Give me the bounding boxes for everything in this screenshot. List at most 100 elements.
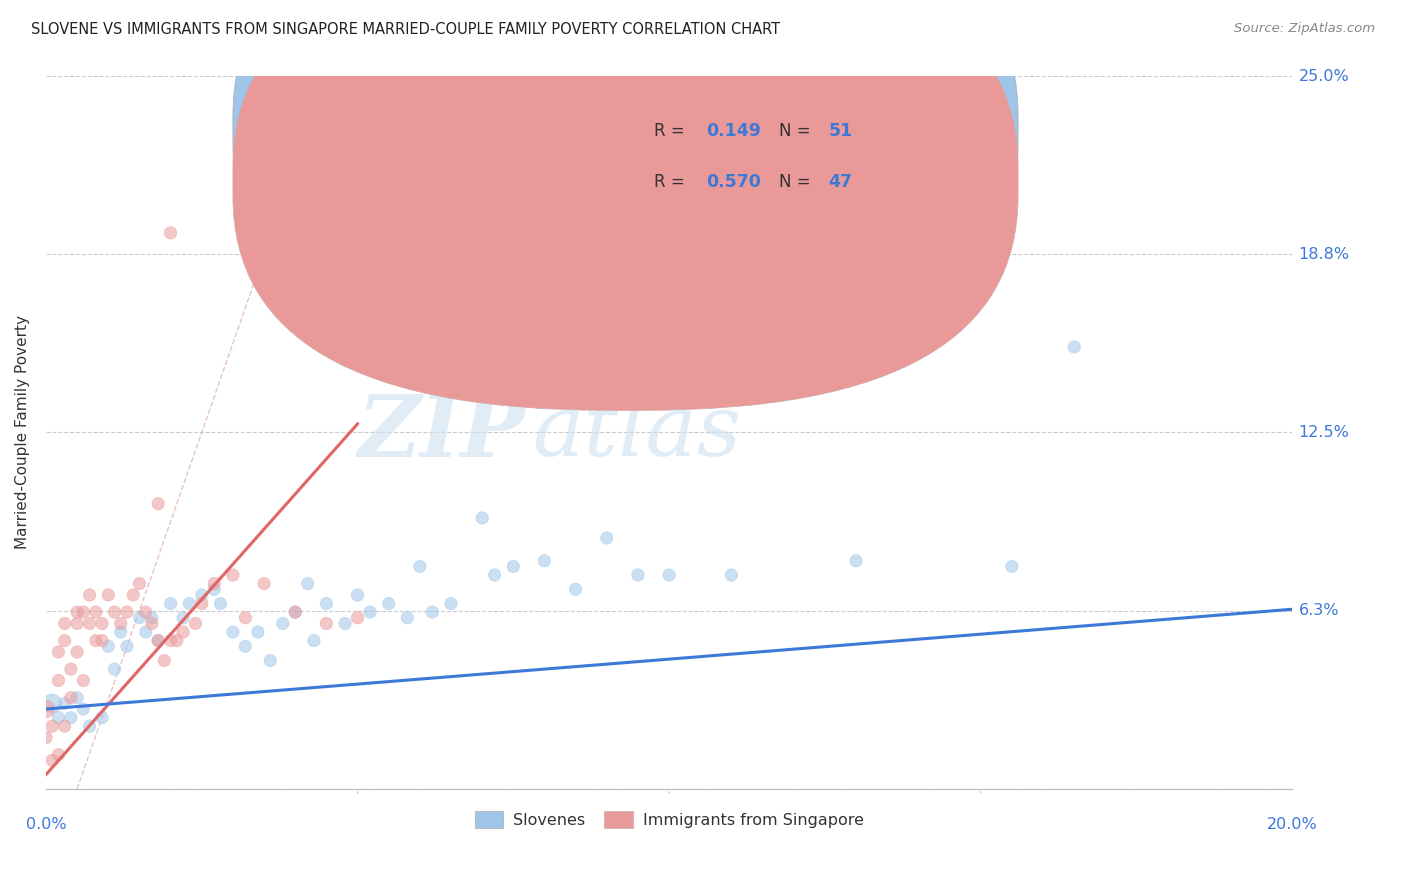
Point [346, 611, 368, 625]
Point [97, 588, 120, 602]
Point [79, 588, 101, 602]
Point [146, 497, 169, 511]
Text: 12.5%: 12.5% [1299, 425, 1350, 440]
Point [235, 611, 257, 625]
Point [103, 605, 125, 619]
Point [79, 719, 101, 733]
Point [253, 576, 276, 591]
Text: 18.8%: 18.8% [1299, 247, 1350, 261]
Point [420, 605, 443, 619]
Point [91, 710, 114, 724]
Point [41, 696, 63, 710]
Point [246, 625, 269, 640]
Text: 47: 47 [828, 173, 852, 191]
Point [564, 582, 586, 597]
Text: 25.0%: 25.0% [1299, 69, 1350, 84]
Point [209, 597, 232, 611]
Point [315, 616, 337, 631]
Point [533, 554, 555, 568]
Point [103, 662, 125, 676]
Point [135, 625, 157, 640]
Point [72, 702, 94, 716]
Point [41, 753, 63, 767]
Point [79, 616, 101, 631]
Point [297, 576, 319, 591]
Point [396, 611, 419, 625]
Point [627, 568, 650, 582]
Point [146, 633, 169, 648]
Point [271, 616, 294, 631]
Legend: Slovenes, Immigrants from Singapore: Slovenes, Immigrants from Singapore [468, 805, 870, 834]
Point [59, 662, 82, 676]
Point [48, 747, 70, 762]
Text: R =: R = [654, 173, 690, 191]
Point [190, 597, 212, 611]
Text: SLOVENE VS IMMIGRANTS FROM SINGAPORE MARRIED-COUPLE FAMILY POVERTY CORRELATION C: SLOVENE VS IMMIGRANTS FROM SINGAPORE MAR… [31, 22, 780, 37]
Point [153, 654, 176, 668]
FancyBboxPatch shape [233, 0, 1018, 359]
Point [97, 640, 120, 654]
Point [59, 710, 82, 724]
Point [284, 605, 307, 619]
Point [484, 568, 506, 582]
Point [471, 511, 494, 525]
Point [1001, 559, 1024, 574]
Point [202, 576, 225, 591]
Point [128, 611, 150, 625]
Point [53, 696, 76, 710]
Point [146, 633, 169, 648]
Point [179, 597, 201, 611]
Point [66, 605, 89, 619]
Point [115, 605, 138, 619]
Point [596, 531, 619, 545]
Point [141, 611, 163, 625]
Point [172, 625, 194, 640]
Point [141, 616, 163, 631]
Point [48, 673, 70, 688]
FancyBboxPatch shape [588, 90, 949, 201]
Point [359, 605, 381, 619]
Point [135, 605, 157, 619]
Text: 51: 51 [828, 122, 853, 140]
Text: 6.3%: 6.3% [1299, 603, 1339, 618]
Point [190, 588, 212, 602]
Point [91, 616, 114, 631]
Point [128, 576, 150, 591]
Point [115, 640, 138, 654]
Point [845, 554, 868, 568]
Point [66, 645, 89, 659]
Point [315, 597, 337, 611]
Point [166, 633, 188, 648]
FancyBboxPatch shape [233, 0, 1018, 410]
Point [1063, 340, 1085, 354]
Point [159, 226, 181, 240]
Text: Source: ZipAtlas.com: Source: ZipAtlas.com [1234, 22, 1375, 36]
Point [53, 616, 76, 631]
Point [91, 633, 114, 648]
Point [172, 611, 194, 625]
Point [222, 625, 245, 640]
Point [66, 616, 89, 631]
Point [84, 605, 107, 619]
Point [502, 559, 524, 574]
Point [346, 588, 368, 602]
Text: ZIP: ZIP [359, 391, 526, 475]
Point [84, 633, 107, 648]
Point [48, 710, 70, 724]
Text: atlas: atlas [531, 391, 741, 474]
Point [720, 568, 742, 582]
Point [658, 568, 681, 582]
Point [35, 731, 58, 745]
Point [377, 597, 399, 611]
Point [72, 605, 94, 619]
Point [72, 673, 94, 688]
Point [122, 588, 145, 602]
Point [409, 559, 432, 574]
Point [235, 640, 257, 654]
Point [302, 633, 325, 648]
Text: 0.0%: 0.0% [25, 817, 66, 832]
Point [184, 616, 207, 631]
Text: 0.570: 0.570 [706, 173, 762, 191]
Point [53, 719, 76, 733]
Point [333, 616, 356, 631]
